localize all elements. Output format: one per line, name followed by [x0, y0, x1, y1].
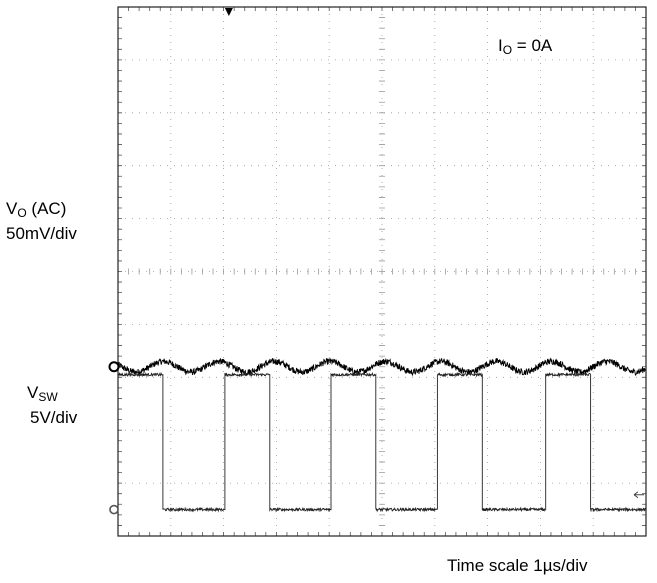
load-current-rest: = 0A	[512, 36, 553, 55]
load-current-sub: O	[502, 43, 513, 57]
vsw-square-trace	[117, 371, 647, 513]
vo-name-sub: O	[17, 206, 27, 220]
vsw-channel-label: VSW	[27, 383, 58, 403]
trigger-marker	[224, 8, 233, 16]
load-current-label: IO = 0A	[498, 36, 552, 56]
vo-name-rest: (AC)	[26, 199, 67, 218]
plot-frame	[117, 6, 647, 537]
vo-channel-label: VO (AC)	[6, 199, 66, 219]
vsw-scale-label: 5V/div	[30, 408, 78, 427]
load-current-main: I	[498, 36, 503, 55]
vo-ripple-trace	[117, 357, 647, 377]
vo-ground-marker	[108, 361, 120, 373]
vo-name-main: V	[6, 199, 18, 218]
time-scale-label: Time scale 1µs/div	[447, 556, 588, 575]
vsw-name-main: V	[27, 383, 39, 402]
trigger-level-arrow	[633, 491, 644, 499]
vo-scale-label: 50mV/div	[6, 224, 77, 243]
vsw-name-sub: SW	[38, 390, 58, 404]
vsw-ground-marker	[109, 504, 119, 515]
